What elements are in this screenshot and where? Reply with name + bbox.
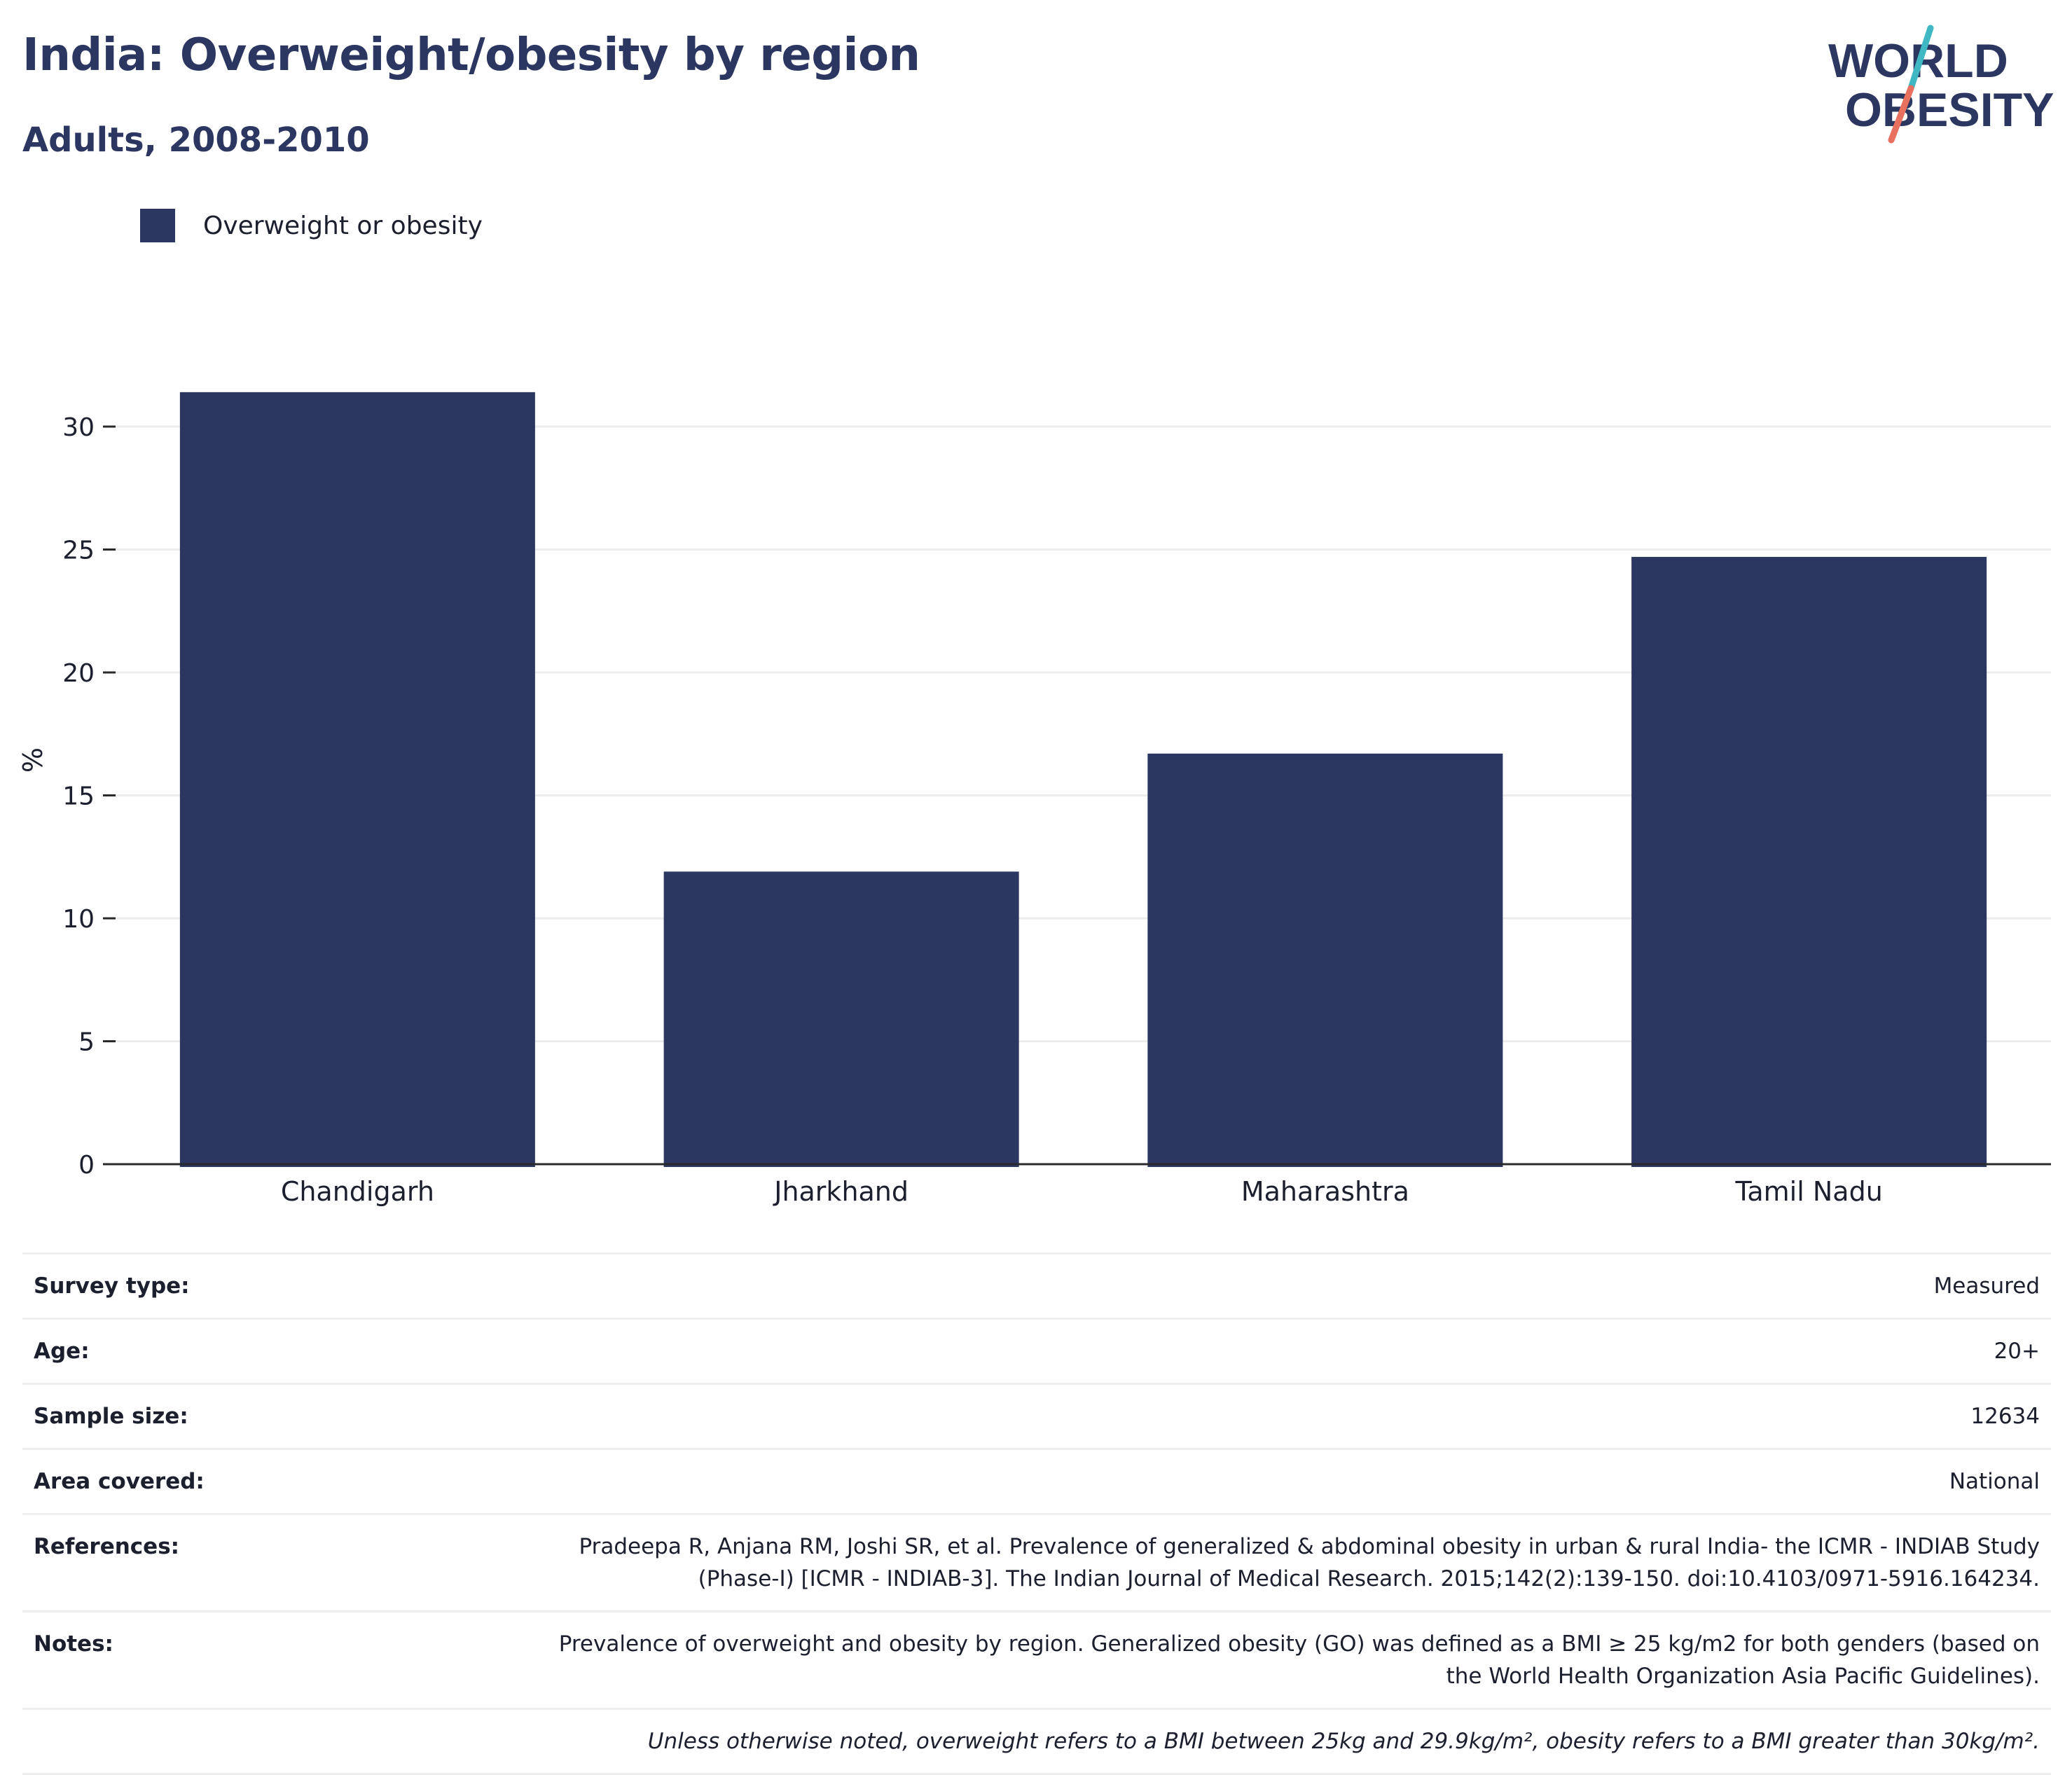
- info-row: Notes: Prevalence of overweight and obesi…: [22, 1610, 2051, 1709]
- y-tick-label: 0: [78, 1151, 95, 1180]
- x-tick-label: Tamil Nadu: [1734, 1176, 1882, 1207]
- y-axis-label: %: [18, 747, 48, 773]
- logo-slash-coral: [1888, 85, 1914, 144]
- info-value: Pradeepa R, Anjana RM, Joshi SR, et al. …: [535, 1513, 2051, 1612]
- bar-layer: [179, 392, 1987, 1167]
- info-label: References:: [22, 1513, 535, 1612]
- info-label: Area covered:: [22, 1448, 535, 1514]
- info-row: Age: 20+: [22, 1318, 2051, 1384]
- info-label: Sample size:: [22, 1383, 535, 1449]
- legend-label: Overweight or obesity: [203, 211, 483, 240]
- legend[interactable]: Overweight or obesity: [140, 209, 483, 242]
- axis-layer: 0 5 10 15 20 25 30 Chandigarh Jharkhand Maharasht…: [62, 413, 2051, 1207]
- info-row: Area covered: National: [22, 1448, 2051, 1514]
- info-value: National: [535, 1448, 2051, 1514]
- world-obesity-logo: WORLD OBESITY: [1828, 25, 2054, 144]
- y-tick-label: 5: [78, 1028, 95, 1057]
- bar-maharashtra[interactable]: [1147, 753, 1503, 1167]
- bar-tamil-nadu[interactable]: [1631, 557, 1987, 1167]
- info-value: 20+: [535, 1318, 2051, 1384]
- legend-swatch: [140, 209, 175, 242]
- survey-info-table: Survey type: Measured Age: 20+ Sample size: 1…: [22, 1252, 2051, 1775]
- info-label: Age:: [22, 1318, 535, 1384]
- footnote: Unless otherwise noted, overweight refer…: [22, 1708, 2051, 1775]
- bar-jharkhand[interactable]: [663, 871, 1019, 1167]
- y-tick-label: 25: [62, 537, 95, 565]
- x-tick-label: Maharashtra: [1241, 1176, 1409, 1207]
- y-tick-label: 10: [62, 905, 95, 934]
- y-tick-label: 30: [62, 413, 95, 442]
- info-value: 12634: [535, 1383, 2051, 1449]
- chart-title: India: Overweight/obesity by region: [22, 29, 920, 81]
- chart-subtitle: Adults, 2008-2010: [22, 120, 370, 160]
- logo-slash-teal: [1907, 25, 1934, 92]
- y-tick-label: 20: [62, 659, 95, 688]
- footnote-row: Unless otherwise noted, overweight refer…: [22, 1708, 2051, 1775]
- info-value: Measured: [535, 1252, 2051, 1319]
- info-row: References: Pradeepa R, Anjana RM, Joshi …: [22, 1513, 2051, 1612]
- logo-word-obesity: OBESITY: [1845, 83, 2054, 137]
- info-label: Survey type:: [22, 1252, 535, 1319]
- info-label: Notes:: [22, 1610, 535, 1709]
- x-tick-label: Jharkhand: [773, 1176, 909, 1207]
- bar-chart: 0 5 10 15 20 25 30 Chandigarh Jharkhand Maharasht…: [18, 392, 2051, 1207]
- bar-chandigarh[interactable]: [179, 392, 535, 1167]
- info-value: Prevalence of overweight and obesity by …: [535, 1610, 2051, 1709]
- x-tick-label: Chandigarh: [281, 1176, 434, 1207]
- y-tick-label: 15: [62, 782, 95, 811]
- info-row: Sample size: 12634: [22, 1383, 2051, 1449]
- info-row: Survey type: Measured: [22, 1252, 2051, 1319]
